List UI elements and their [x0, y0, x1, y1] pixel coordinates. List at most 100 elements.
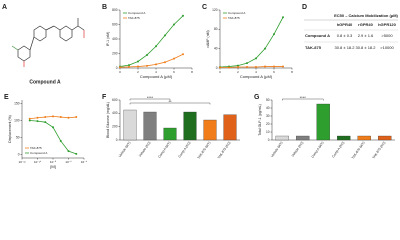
x-tick-label: 6: [273, 70, 275, 74]
significance-label: **: [168, 99, 172, 104]
x-tick-label: 10⁻⁶: [65, 160, 72, 164]
y-tick-label: 150: [14, 101, 20, 105]
data-point: [182, 53, 184, 56]
x-tick-label: Vehicle (WT): [118, 141, 132, 158]
panel-letter: F: [102, 94, 107, 101]
x-tick-label: 8: [191, 70, 193, 74]
data-point: [164, 34, 166, 37]
table-header: rGPR40: [358, 22, 373, 27]
data-point: [119, 66, 121, 69]
y-axis-label: Blood Glucose (mg/dL): [106, 102, 110, 138]
x-tick-label: Comp A (KO): [177, 141, 191, 159]
y-tick-label: 40: [214, 47, 218, 51]
x-tick-label: TAK-875 (WT): [351, 141, 366, 160]
data-point: [273, 33, 275, 36]
data-point: [52, 126, 54, 129]
bar: [123, 109, 137, 141]
x-tick-label: 0: [219, 70, 221, 74]
bar: [378, 135, 392, 141]
significance-label: ****: [300, 95, 307, 100]
panel-letter: C: [202, 4, 207, 11]
data-point: [67, 150, 70, 153]
x-tick-label: 2: [237, 70, 239, 74]
x-tick-label: 6: [173, 70, 175, 74]
row-name: Compound A: [305, 33, 330, 38]
x-axis-label: [M]: [50, 164, 56, 169]
bar: [296, 135, 310, 141]
data-point: [282, 65, 284, 68]
y-tick-label: 50: [16, 135, 20, 139]
legend-label: Compound A: [228, 11, 245, 15]
data-point: [173, 57, 175, 60]
series-line: [220, 66, 283, 68]
x-tick-label: 0: [119, 70, 121, 74]
legend-label: TAK-875: [128, 16, 140, 20]
bar: [163, 127, 177, 141]
y-tick-label: 600: [112, 22, 118, 26]
x-tick-label: Vehicle (WT): [270, 141, 284, 158]
legend-label: TAK-875: [30, 146, 42, 150]
significance-label: ****: [147, 95, 154, 100]
data-point: [146, 53, 148, 56]
data-point: [155, 45, 157, 48]
data-point: [164, 61, 166, 64]
data-point: [273, 65, 275, 68]
data-point: [75, 116, 78, 119]
table-cell: 30.8 ± 18.2: [335, 45, 356, 50]
table-cell: 30.8 ± 18.2: [356, 45, 377, 50]
y-tick-label: 20: [266, 122, 270, 126]
axis-line: [271, 100, 395, 141]
series-line: [119, 15, 184, 67]
data-point: [255, 66, 257, 69]
bar: [275, 135, 289, 141]
bar: [203, 119, 217, 141]
table-cell: 0.8 ± 0.3: [337, 33, 353, 38]
x-axis-label: Compound A (μM): [240, 74, 273, 79]
significance-bracket: [282, 98, 324, 101]
y-tick-label: 80: [214, 27, 218, 31]
y-tick-label: 600: [112, 98, 118, 102]
y-tick-label: 0: [268, 138, 270, 142]
y-tick-label: 200: [112, 125, 118, 129]
table-header: hGPR120: [378, 22, 397, 27]
data-point: [52, 115, 54, 118]
bar: [223, 114, 237, 141]
y-tick-label: 0: [18, 152, 20, 156]
legend-label: TAK-875: [228, 16, 240, 20]
y-tick-label: 400: [112, 111, 118, 115]
table-cell: >10000: [380, 45, 394, 50]
significance-bracket: [129, 98, 171, 101]
figure: A Compound A D EC50 – Calcium Mobilizati…: [2, 4, 399, 169]
legend-label: Compound A: [128, 11, 145, 15]
y-tick-label: 120: [212, 8, 218, 12]
data-point: [44, 116, 47, 119]
x-tick-label: 4: [255, 70, 257, 74]
data-point: [246, 62, 248, 65]
x-tick-label: TAK-875 (KO): [372, 141, 387, 160]
y-tick-label: 0: [116, 66, 118, 70]
data-point: [67, 116, 70, 119]
x-tick-label: 10⁻¹²: [19, 160, 26, 164]
bar: [183, 111, 197, 141]
compound-label: Compound A: [29, 79, 61, 85]
x-tick-label: TAK-875 (KO): [217, 141, 232, 160]
panel-letter: E: [4, 94, 9, 101]
panel-letter: G: [254, 94, 260, 101]
x-tick-label: 2: [137, 70, 139, 74]
data-point: [59, 139, 62, 142]
data-point: [219, 66, 221, 69]
series-line: [219, 17, 284, 68]
data-point: [255, 57, 257, 60]
data-point: [137, 60, 139, 63]
y-tick-label: 30: [266, 114, 270, 118]
series-line: [119, 53, 184, 68]
x-tick-label: 8: [291, 70, 293, 74]
y-axis-label: IP-1 (nM): [106, 32, 110, 47]
x-tick-label: 10⁻¹⁰: [34, 160, 42, 164]
panel-letter: B: [102, 4, 107, 11]
data-point: [246, 66, 248, 69]
x-axis-label: Compound A (μM): [140, 74, 173, 79]
data-point: [146, 64, 148, 67]
table-title: EC50 – Calcium Mobilization (μM): [334, 13, 398, 18]
x-tick-label: Vehicle (KO): [138, 141, 152, 158]
